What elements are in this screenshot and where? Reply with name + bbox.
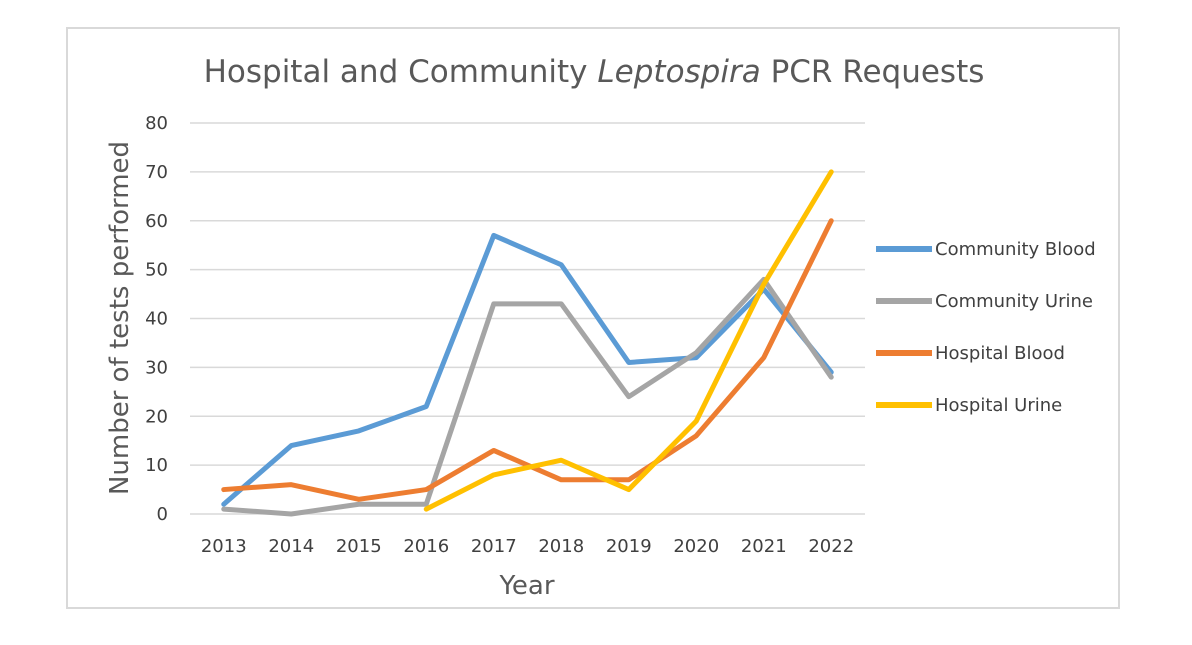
legend-label: Hospital Urine: [935, 395, 1062, 416]
chart-title-italic: Leptospira: [597, 54, 760, 90]
series-line-hospital-urine: [423, 169, 834, 512]
x-tick-label: 2016: [403, 536, 449, 557]
y-tick-label: 50: [145, 260, 168, 281]
x-tick-label: 2019: [606, 536, 652, 557]
y-tick-labels: 0 10 20 30 40 50 60 70 80: [145, 113, 168, 525]
y-tick-label: 70: [145, 162, 168, 183]
chart-title-suffix: PCR Requests: [761, 54, 985, 90]
chart-title: Hospital and Community Leptospira PCR Re…: [204, 54, 985, 90]
y-axis-title: Number of tests performed: [105, 141, 135, 495]
chart-title-prefix: Hospital and Community: [204, 54, 598, 90]
x-tick-label: 2014: [268, 536, 314, 557]
x-tick-label: 2022: [808, 536, 854, 557]
legend: Community Blood Community Urine Hospital B…: [876, 239, 1096, 416]
y-tick-label: 80: [145, 113, 168, 134]
y-tick-label: 60: [145, 211, 168, 232]
x-axis-title: Year: [498, 571, 554, 601]
series-line-community-blood: [221, 232, 834, 507]
x-tick-label: 2021: [741, 536, 787, 557]
series-lines: [221, 169, 834, 517]
gridlines: [190, 122, 865, 515]
legend-label: Hospital Blood: [935, 343, 1065, 364]
legend-label: Community Urine: [935, 291, 1093, 312]
y-tick-label: 0: [157, 504, 168, 525]
y-tick-label: 20: [145, 406, 168, 427]
x-tick-label: 2013: [201, 536, 247, 557]
legend-label: Community Blood: [935, 239, 1096, 260]
y-tick-label: 40: [145, 309, 168, 330]
series-line-hospital-blood: [221, 218, 834, 502]
series-line-community-urine: [221, 276, 834, 517]
y-tick-label: 10: [145, 455, 168, 476]
x-tick-label: 2018: [538, 536, 584, 557]
x-tick-label: 2017: [471, 536, 517, 557]
y-tick-label: 30: [145, 357, 168, 378]
x-tick-label: 2020: [673, 536, 719, 557]
x-tick-label: 2015: [336, 536, 382, 557]
x-tick-labels: 2013 2014 2015 2016 2017 2018 2019 2020 2021 2022: [201, 536, 854, 557]
